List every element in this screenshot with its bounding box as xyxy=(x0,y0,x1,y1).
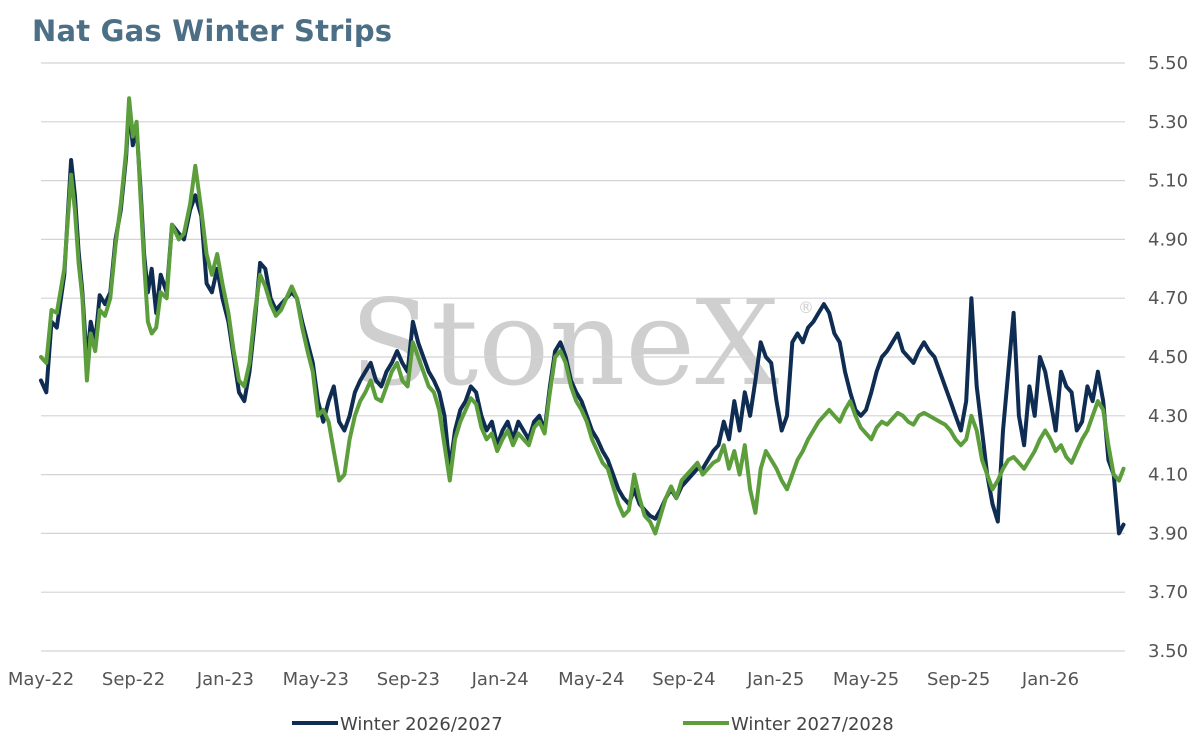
watermark: StoneX ® xyxy=(350,274,814,412)
x-tick-label: Sep-22 xyxy=(102,669,165,690)
y-tick-label: 5.50 xyxy=(1148,53,1188,74)
x-tick-label: Jan-26 xyxy=(1021,669,1079,690)
x-tick-label: Sep-25 xyxy=(927,669,990,690)
x-tick-label: May-23 xyxy=(283,669,349,690)
series-lines xyxy=(39,96,1126,536)
gridlines xyxy=(41,62,1125,652)
x-tick-label: Jan-24 xyxy=(471,669,529,690)
y-tick-label: 4.10 xyxy=(1148,465,1188,486)
y-tick-label: 4.30 xyxy=(1148,406,1188,427)
y-tick-label: 3.50 xyxy=(1148,641,1188,662)
x-tick-label: Sep-24 xyxy=(652,669,715,690)
chart-title: Nat Gas Winter Strips xyxy=(32,14,393,48)
legend-label-2: Winter 2027/2028 xyxy=(731,714,894,735)
y-tick-label: 4.50 xyxy=(1148,347,1188,368)
x-tick-label: May-22 xyxy=(8,669,74,690)
y-axis: 5.50 5.30 5.10 4.90 4.70 4.50 4.30 4.10 3.90 3.70… xyxy=(1148,53,1188,662)
y-tick-label: 5.10 xyxy=(1148,171,1188,192)
x-axis: May-22 Sep-22 Jan-23 May-23 Sep-23 Jan-24 May-… xyxy=(8,669,1079,690)
y-tick-label: 3.90 xyxy=(1148,523,1188,544)
series-line-1 xyxy=(39,105,1126,536)
legend: Winter 2026/2027 Winter 2027/2028 xyxy=(292,714,894,735)
watermark-registered-mark: ® xyxy=(798,298,814,317)
legend-label-1: Winter 2026/2027 xyxy=(340,714,503,735)
y-tick-label: 3.70 xyxy=(1148,582,1188,603)
y-tick-label: 5.30 xyxy=(1148,112,1188,133)
series-line-2 xyxy=(39,96,1126,536)
y-tick-label: 4.90 xyxy=(1148,229,1188,250)
x-tick-label: May-24 xyxy=(558,669,624,690)
y-tick-label: 4.70 xyxy=(1148,288,1188,309)
x-tick-label: Sep-23 xyxy=(377,669,440,690)
x-tick-label: Jan-23 xyxy=(196,669,254,690)
x-tick-label: Jan-25 xyxy=(746,669,804,690)
x-tick-label: May-25 xyxy=(833,669,899,690)
watermark-text: StoneX xyxy=(350,274,779,412)
